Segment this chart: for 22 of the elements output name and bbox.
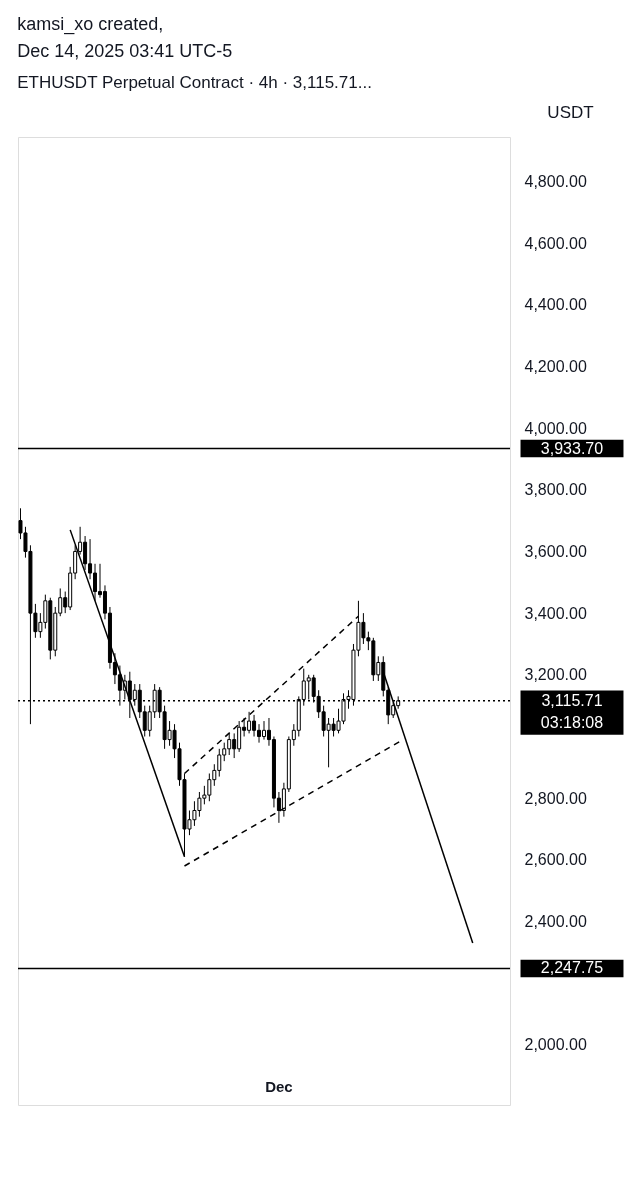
- ref-line-label: 3,933.70: [540, 439, 604, 457]
- chart-title: ETHUSDT Perpetual Contract · 4h · 3,115.71...: [17, 73, 372, 92]
- y-tick-label: 2,600.00: [524, 851, 587, 869]
- x-tick-label: Dec: [265, 1077, 293, 1095]
- y-tick-label: 4,600.00: [524, 234, 587, 252]
- y-tick-label: 2,800.00: [524, 789, 587, 807]
- y-tick-label: 3,800.00: [524, 481, 587, 499]
- y-tick-label: 2,400.00: [524, 913, 587, 931]
- y-tick-label: 4,000.00: [524, 419, 587, 437]
- y-tick-label: 3,400.00: [524, 604, 587, 622]
- y-tick-label: 3,200.00: [524, 666, 587, 684]
- y-tick-label: 4,400.00: [524, 296, 587, 314]
- y-tick-label: 2,000.00: [524, 1036, 587, 1054]
- ref-line-label: 2,247.75: [540, 959, 604, 977]
- y-tick-label: 4,800.00: [524, 172, 587, 190]
- text: kamsi_xo created,: [17, 14, 164, 35]
- ref-line-label: 3,115.71: [541, 691, 603, 709]
- text: Dec 14, 2025 03:41 UTC-5: [17, 41, 233, 61]
- y-tick-label: 3,600.00: [524, 542, 587, 560]
- y-tick-label: 4,200.00: [524, 357, 587, 375]
- y-axis-title: USDT: [547, 102, 594, 122]
- text: 03:18:08: [540, 713, 604, 731]
